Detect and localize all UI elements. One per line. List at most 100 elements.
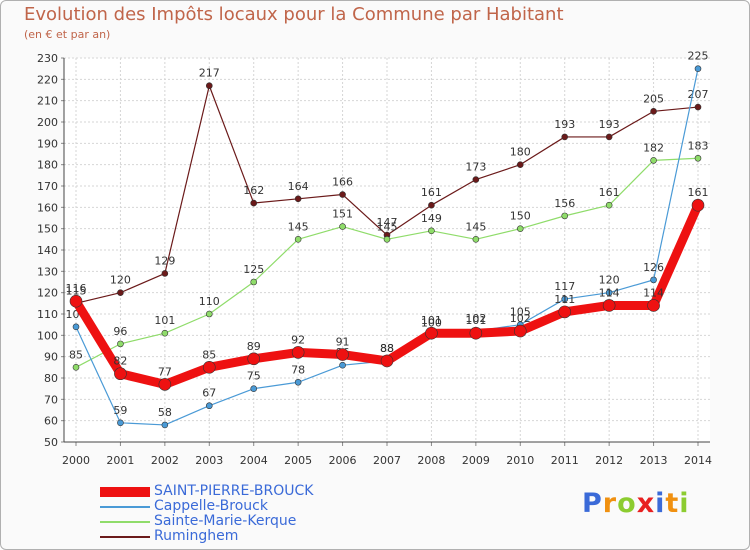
x-tick-label: 2000 bbox=[62, 454, 90, 467]
data-point-sainte-marie-kerque bbox=[605, 201, 613, 209]
data-point-saint-pierre-brouck bbox=[114, 367, 127, 381]
proxiti-logo: Proxiti bbox=[582, 488, 690, 519]
data-point-saint-pierre-brouck bbox=[469, 326, 483, 340]
data-label-ruminghem: 193 bbox=[554, 118, 575, 131]
data-point-sainte-marie-kerque bbox=[339, 223, 346, 230]
data-label-cappelle-brouck: 59 bbox=[113, 404, 127, 417]
x-tick-label: 2012 bbox=[595, 454, 623, 467]
data-label-cappelle-brouck: 126 bbox=[643, 261, 664, 274]
data-point-saint-pierre-brouck bbox=[202, 361, 216, 374]
data-point-sainte-marie-kerque bbox=[117, 340, 124, 348]
data-label-sainte-marie-kerque: 145 bbox=[377, 220, 398, 233]
data-point-cappelle-brouck bbox=[117, 419, 124, 427]
data-point-ruminghem bbox=[294, 195, 302, 203]
x-tick-label: 2009 bbox=[462, 454, 490, 467]
legend-label: Cappelle-Brouck bbox=[154, 498, 268, 514]
data-label-saint-pierre-brouck: 114 bbox=[643, 286, 664, 299]
data-label-sainte-marie-kerque: 96 bbox=[113, 325, 127, 338]
data-label-sainte-marie-kerque: 183 bbox=[688, 139, 709, 152]
data-point-cappelle-brouck bbox=[561, 295, 569, 303]
data-point-sainte-marie-kerque bbox=[383, 236, 391, 243]
data-point-saint-pierre-brouck bbox=[425, 326, 438, 340]
data-label-saint-pierre-brouck: 111 bbox=[554, 293, 575, 306]
data-label-ruminghem: 120 bbox=[110, 274, 131, 287]
data-point-ruminghem bbox=[117, 289, 124, 296]
data-label-sainte-marie-kerque: 149 bbox=[421, 212, 442, 225]
x-tick-label: 2006 bbox=[329, 454, 357, 467]
data-label-ruminghem: 205 bbox=[643, 92, 664, 105]
data-label-sainte-marie-kerque: 85 bbox=[69, 348, 83, 361]
data-label-saint-pierre-brouck: 92 bbox=[291, 333, 305, 346]
data-label-cappelle-brouck: 78 bbox=[291, 363, 305, 376]
data-point-cappelle-brouck bbox=[161, 421, 169, 429]
data-label-sainte-marie-kerque: 145 bbox=[288, 220, 309, 233]
data-label-ruminghem: 180 bbox=[510, 146, 531, 159]
data-point-saint-pierre-brouck bbox=[558, 305, 572, 319]
data-point-saint-pierre-brouck bbox=[691, 198, 705, 212]
data-label-ruminghem: 193 bbox=[599, 118, 620, 131]
x-tick-label: 2013 bbox=[640, 454, 668, 467]
data-point-ruminghem bbox=[516, 161, 524, 168]
data-point-ruminghem bbox=[472, 176, 480, 183]
data-point-cappelle-brouck bbox=[605, 289, 613, 296]
data-point-sainte-marie-kerque bbox=[694, 154, 702, 162]
data-point-saint-pierre-brouck bbox=[647, 299, 660, 312]
legend-label: Sainte-Marie-Kerque bbox=[154, 513, 297, 529]
y-tick-label: 200 bbox=[37, 116, 58, 129]
logo-letter: x bbox=[636, 488, 656, 519]
y-tick-label: 90 bbox=[44, 351, 58, 364]
data-label-sainte-marie-kerque: 145 bbox=[465, 220, 486, 233]
x-tick-label: 2008 bbox=[417, 454, 445, 467]
data-label-sainte-marie-kerque: 110 bbox=[199, 295, 220, 308]
legend-label: SAINT-PIERRE-BROUCK bbox=[154, 483, 314, 499]
data-point-ruminghem bbox=[339, 191, 346, 198]
data-point-saint-pierre-brouck bbox=[69, 294, 83, 308]
data-point-ruminghem bbox=[161, 270, 169, 277]
data-label-cappelle-brouck: 225 bbox=[688, 50, 709, 63]
data-point-cappelle-brouck bbox=[650, 276, 657, 284]
data-label-sainte-marie-kerque: 182 bbox=[643, 141, 664, 154]
data-label-saint-pierre-brouck: 102 bbox=[510, 312, 531, 325]
x-tick-label: 2003 bbox=[195, 454, 223, 467]
legend-swatch bbox=[100, 487, 150, 497]
data-label-saint-pierre-brouck: 101 bbox=[421, 314, 442, 327]
data-point-ruminghem bbox=[605, 133, 613, 141]
data-point-sainte-marie-kerque bbox=[161, 329, 169, 337]
data-label-saint-pierre-brouck: 161 bbox=[688, 186, 709, 199]
x-tick-label: 2014 bbox=[684, 454, 712, 467]
data-label-cappelle-brouck: 67 bbox=[202, 387, 216, 400]
data-point-sainte-marie-kerque bbox=[472, 236, 480, 243]
y-tick-label: 210 bbox=[37, 95, 58, 108]
logo-letter: i bbox=[679, 488, 690, 519]
data-label-ruminghem: 217 bbox=[199, 67, 220, 80]
data-label-ruminghem: 173 bbox=[465, 161, 486, 174]
y-tick-label: 220 bbox=[37, 73, 58, 86]
x-tick-label: 2010 bbox=[506, 454, 534, 467]
data-point-sainte-marie-kerque bbox=[650, 157, 657, 164]
chart-subtitle: (en € et par an) bbox=[24, 28, 111, 41]
data-label-saint-pierre-brouck: 114 bbox=[599, 286, 620, 299]
data-point-saint-pierre-brouck bbox=[158, 378, 172, 391]
y-tick-label: 230 bbox=[37, 52, 58, 65]
data-label-saint-pierre-brouck: 101 bbox=[465, 314, 486, 327]
data-label-cappelle-brouck: 100 bbox=[421, 316, 442, 329]
logo-letter: i bbox=[655, 488, 666, 519]
y-tick-label: 100 bbox=[37, 329, 58, 342]
y-tick-label: 70 bbox=[44, 393, 58, 406]
x-tick-label: 2001 bbox=[106, 454, 134, 467]
y-tick-label: 180 bbox=[37, 159, 58, 172]
data-point-ruminghem bbox=[428, 201, 435, 209]
y-tick-label: 120 bbox=[37, 287, 58, 300]
legend-swatch bbox=[100, 536, 150, 538]
data-label-ruminghem: 147 bbox=[377, 216, 398, 229]
data-label-saint-pierre-brouck: 82 bbox=[113, 355, 127, 368]
data-label-saint-pierre-brouck: 88 bbox=[380, 342, 394, 355]
data-point-cappelle-brouck bbox=[694, 65, 702, 72]
data-label-saint-pierre-brouck: 91 bbox=[336, 336, 350, 349]
y-tick-label: 140 bbox=[37, 244, 58, 257]
data-label-ruminghem: 161 bbox=[421, 186, 442, 199]
y-tick-label: 130 bbox=[37, 265, 58, 278]
data-label-ruminghem: 115 bbox=[66, 284, 87, 297]
data-label-saint-pierre-brouck: 116 bbox=[66, 282, 87, 295]
data-point-sainte-marie-kerque bbox=[250, 278, 258, 286]
